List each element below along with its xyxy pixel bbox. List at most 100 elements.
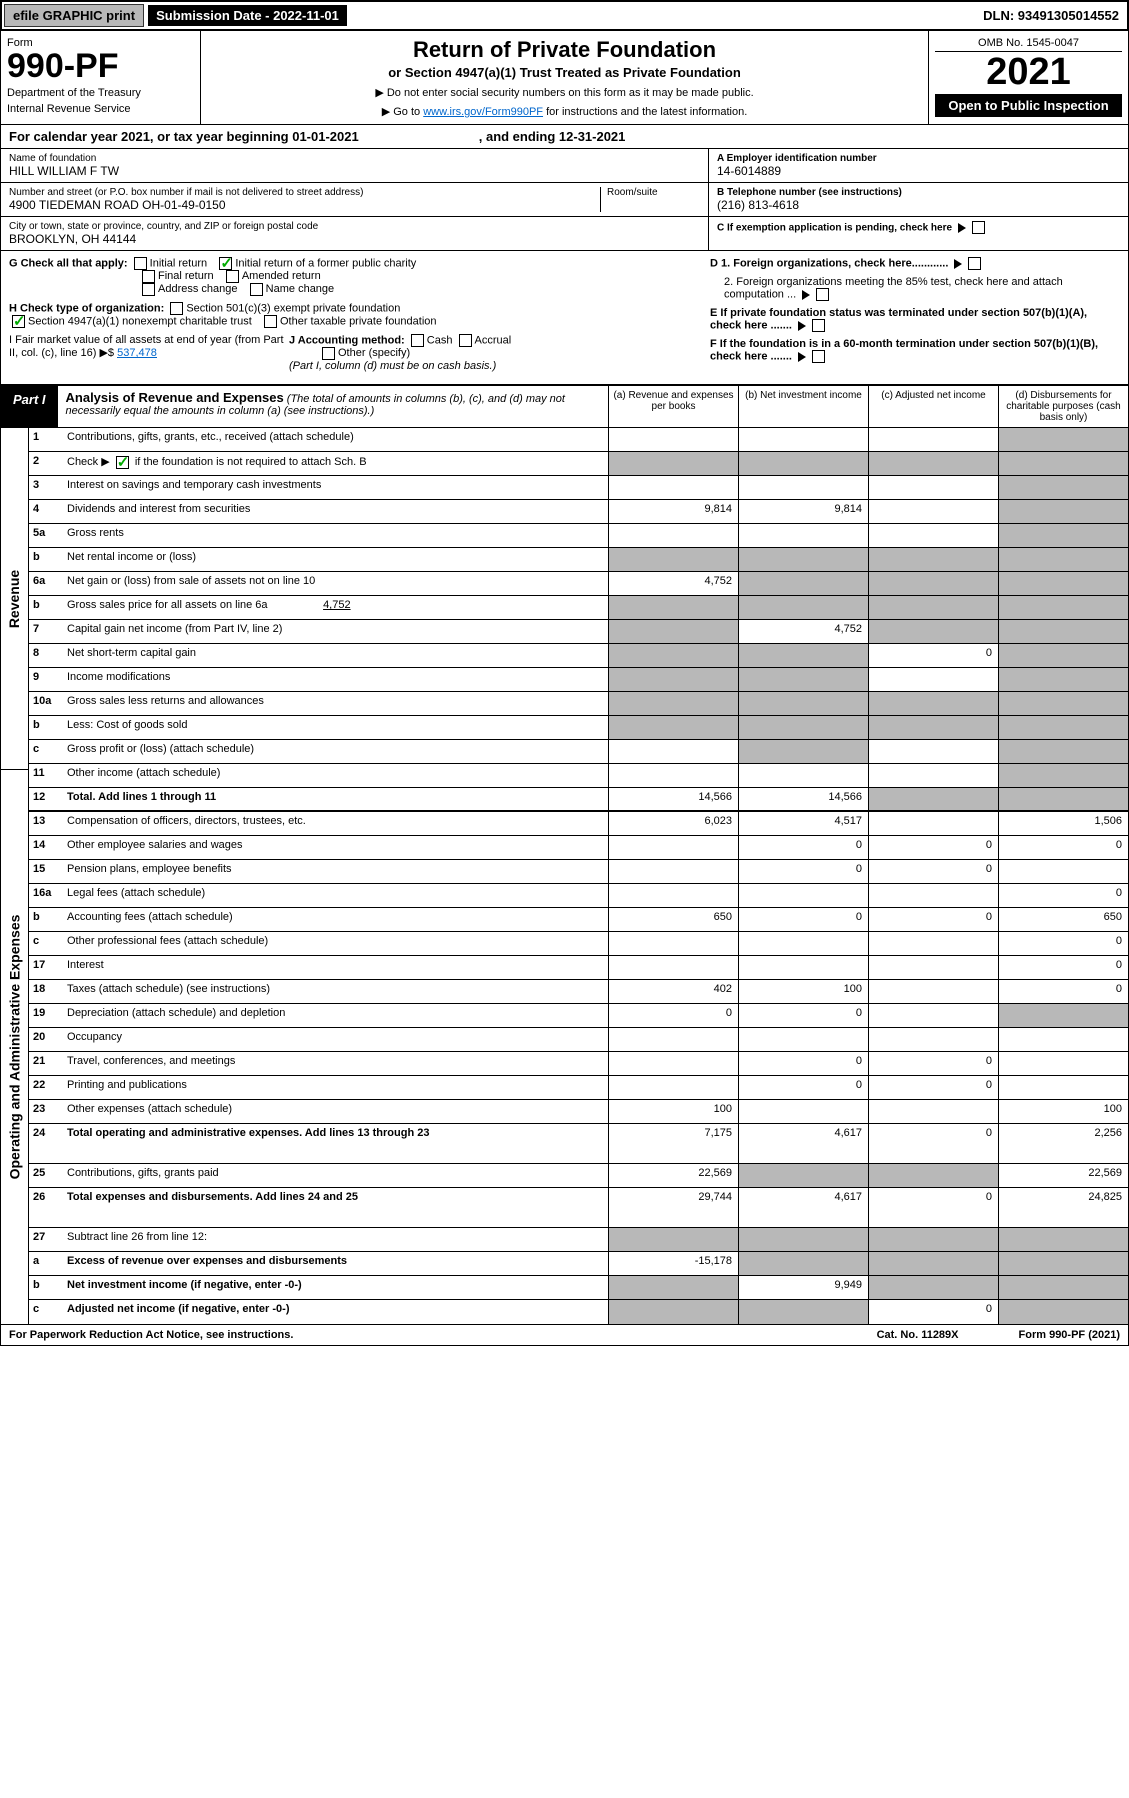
table-row: 20 Occupancy: [29, 1028, 1128, 1052]
paperwork-notice: For Paperwork Reduction Act Notice, see …: [9, 1329, 293, 1341]
arrow-icon: [798, 352, 806, 362]
info-grid: Name of foundation HILL WILLIAM F TW Num…: [0, 149, 1129, 251]
col-d-hdr: (d) Disbursements for charitable purpose…: [998, 386, 1128, 427]
arrow-icon: [954, 259, 962, 269]
g-initpub-chk[interactable]: [219, 257, 232, 270]
table-row: 10a Gross sales less returns and allowan…: [29, 692, 1128, 716]
table-row: 17 Interest 0: [29, 956, 1128, 980]
city: BROOKLYN, OH 44144: [9, 232, 700, 246]
arrow-icon: [958, 223, 966, 233]
table-row: 15 Pension plans, employee benefits 0 0: [29, 860, 1128, 884]
table-row: 16a Legal fees (attach schedule) 0: [29, 884, 1128, 908]
irs-label: Internal Revenue Service: [7, 103, 194, 115]
table-row: 6a Net gain or (loss) from sale of asset…: [29, 572, 1128, 596]
table-row: 9 Income modifications: [29, 668, 1128, 692]
table-row: 18 Taxes (attach schedule) (see instruct…: [29, 980, 1128, 1004]
table-row: 24 Total operating and administrative ex…: [29, 1124, 1128, 1164]
table-row: 12 Total. Add lines 1 through 11 14,566 …: [29, 788, 1128, 812]
g-final-chk[interactable]: [142, 270, 155, 283]
table-row: b Accounting fees (attach schedule) 650 …: [29, 908, 1128, 932]
instruction-1: ▶ Do not enter social security numbers o…: [207, 86, 922, 99]
table-row: 22 Printing and publications 0 0: [29, 1076, 1128, 1100]
table-row: b Gross sales price for all assets on li…: [29, 596, 1128, 620]
h-4947-chk[interactable]: [12, 315, 25, 328]
form-subtitle: or Section 4947(a)(1) Trust Treated as P…: [207, 65, 922, 80]
form-header: Form 990-PF Department of the Treasury I…: [0, 31, 1129, 125]
part-tag: Part I: [1, 386, 58, 427]
g-addr-chk[interactable]: [142, 283, 155, 296]
table-row: 5a Gross rents: [29, 524, 1128, 548]
table-row: 19 Depreciation (attach schedule) and de…: [29, 1004, 1128, 1028]
ein-label: A Employer identification number: [717, 153, 1120, 164]
table-row: 1 Contributions, gifts, grants, etc., re…: [29, 428, 1128, 452]
expenses-label: Operating and Administrative Expenses: [7, 915, 23, 1180]
form-number: 990-PF: [7, 49, 194, 83]
efile-button[interactable]: efile GRAPHIC print: [4, 4, 144, 27]
table-row: 7 Capital gain net income (from Part IV,…: [29, 620, 1128, 644]
table-row: c Gross profit or (loss) (attach schedul…: [29, 740, 1128, 764]
city-label: City or town, state or province, country…: [9, 221, 700, 232]
telephone: (216) 813-4618: [717, 198, 1120, 212]
j-other-chk[interactable]: [322, 347, 335, 360]
name-label: Name of foundation: [9, 153, 700, 164]
tax-year: 2021: [935, 52, 1122, 94]
part1-header: Part I Analysis of Revenue and Expenses …: [0, 385, 1129, 428]
e-chk[interactable]: [812, 319, 825, 332]
cat-no: Cat. No. 11289X: [877, 1329, 959, 1341]
f-chk[interactable]: [812, 350, 825, 363]
addr-label: Number and street (or P.O. box number if…: [9, 187, 600, 198]
table-row: 13 Compensation of officers, directors, …: [29, 812, 1128, 836]
calendar-year-row: For calendar year 2021, or tax year begi…: [0, 125, 1129, 149]
col-a-hdr: (a) Revenue and expenses per books: [608, 386, 738, 427]
col-c-hdr: (c) Adjusted net income: [868, 386, 998, 427]
table-row: 26 Total expenses and disbursements. Add…: [29, 1188, 1128, 1228]
table-row: 2 Check ▶ if the foundation is not requi…: [29, 452, 1128, 476]
c-label: C If exemption application is pending, c…: [717, 222, 952, 233]
ein: 14-6014889: [717, 164, 1120, 178]
j-cash-chk[interactable]: [411, 334, 424, 347]
g-amend-chk[interactable]: [226, 270, 239, 283]
address: 4900 TIEDEMAN ROAD OH-01-49-0150: [9, 198, 600, 212]
table-row: c Adjusted net income (if negative, ente…: [29, 1300, 1128, 1324]
fmv-link[interactable]: 537,478: [117, 347, 157, 359]
submission-date: Submission Date - 2022-11-01: [148, 5, 347, 26]
room-label: Room/suite: [600, 187, 700, 212]
dept-treasury: Department of the Treasury: [7, 87, 194, 99]
form-ref: Form 990-PF (2021): [1019, 1329, 1120, 1341]
g-initial-chk[interactable]: [134, 257, 147, 270]
form-link[interactable]: www.irs.gov/Form990PF: [423, 106, 543, 118]
j-accrual-chk[interactable]: [459, 334, 472, 347]
foundation-name: HILL WILLIAM F TW: [9, 164, 700, 178]
table-row: 8 Net short-term capital gain 0: [29, 644, 1128, 668]
table-row: 3 Interest on savings and temporary cash…: [29, 476, 1128, 500]
dln: DLN: 93491305014552: [983, 8, 1125, 23]
table-row: 25 Contributions, gifts, grants paid 22,…: [29, 1164, 1128, 1188]
main-table: Revenue Operating and Administrative Exp…: [0, 428, 1129, 1325]
c-checkbox[interactable]: [972, 221, 985, 234]
ij-row: I Fair market value of all assets at end…: [9, 334, 700, 372]
h-row: H Check type of organization: Section 50…: [9, 302, 700, 328]
d1-chk[interactable]: [968, 257, 981, 270]
table-row: c Other professional fees (attach schedu…: [29, 932, 1128, 956]
g-row: G Check all that apply: Initial return I…: [9, 257, 700, 296]
col-b-hdr: (b) Net investment income: [738, 386, 868, 427]
revenue-label: Revenue: [7, 569, 23, 627]
table-row: 14 Other employee salaries and wages 0 0…: [29, 836, 1128, 860]
table-row: b Net investment income (if negative, en…: [29, 1276, 1128, 1300]
table-row: b Less: Cost of goods sold: [29, 716, 1128, 740]
footer: For Paperwork Reduction Act Notice, see …: [0, 1325, 1129, 1346]
h-other-chk[interactable]: [264, 315, 277, 328]
table-row: 11 Other income (attach schedule): [29, 764, 1128, 788]
arrow-icon: [798, 321, 806, 331]
h-501-chk[interactable]: [170, 302, 183, 315]
d2-chk[interactable]: [816, 288, 829, 301]
table-row: 23 Other expenses (attach schedule) 100 …: [29, 1100, 1128, 1124]
arrow-icon: [802, 290, 810, 300]
tel-label: B Telephone number (see instructions): [717, 187, 1120, 198]
check-section: G Check all that apply: Initial return I…: [0, 251, 1129, 385]
open-public: Open to Public Inspection: [935, 94, 1122, 117]
form-title: Return of Private Foundation: [207, 37, 922, 63]
table-row: a Excess of revenue over expenses and di…: [29, 1252, 1128, 1276]
table-row: 21 Travel, conferences, and meetings 0 0: [29, 1052, 1128, 1076]
g-name-chk[interactable]: [250, 283, 263, 296]
